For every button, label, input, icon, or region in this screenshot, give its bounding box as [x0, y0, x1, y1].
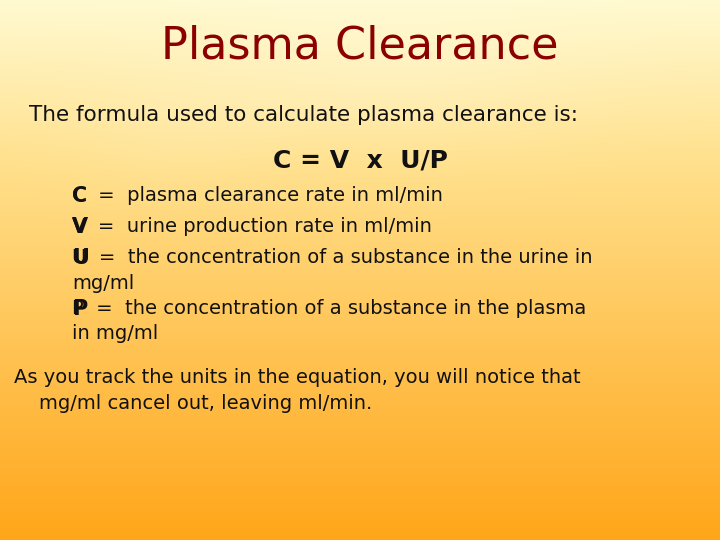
Text: As you track the units in the equation, you will notice that
    mg/ml cancel ou: As you track the units in the equation, … [14, 368, 581, 413]
Text: U: U [72, 248, 89, 268]
Text: P  =  the concentration of a substance in the plasma
in mg/ml: P = the concentration of a substance in … [72, 299, 586, 343]
Text: The formula used to calculate plasma clearance is:: The formula used to calculate plasma cle… [29, 105, 577, 125]
Text: C: C [72, 186, 87, 206]
Text: C = V  x  U/P: C = V x U/P [273, 148, 447, 172]
Text: U  =  the concentration of a substance in the urine in
mg/ml: U = the concentration of a substance in … [72, 248, 593, 293]
Text: V  =  urine production rate in ml/min: V = urine production rate in ml/min [72, 217, 432, 236]
Text: C  =  plasma clearance rate in ml/min: C = plasma clearance rate in ml/min [72, 186, 443, 205]
Text: Plasma Clearance: Plasma Clearance [161, 24, 559, 68]
Text: P: P [72, 299, 87, 319]
Text: V: V [72, 217, 88, 237]
